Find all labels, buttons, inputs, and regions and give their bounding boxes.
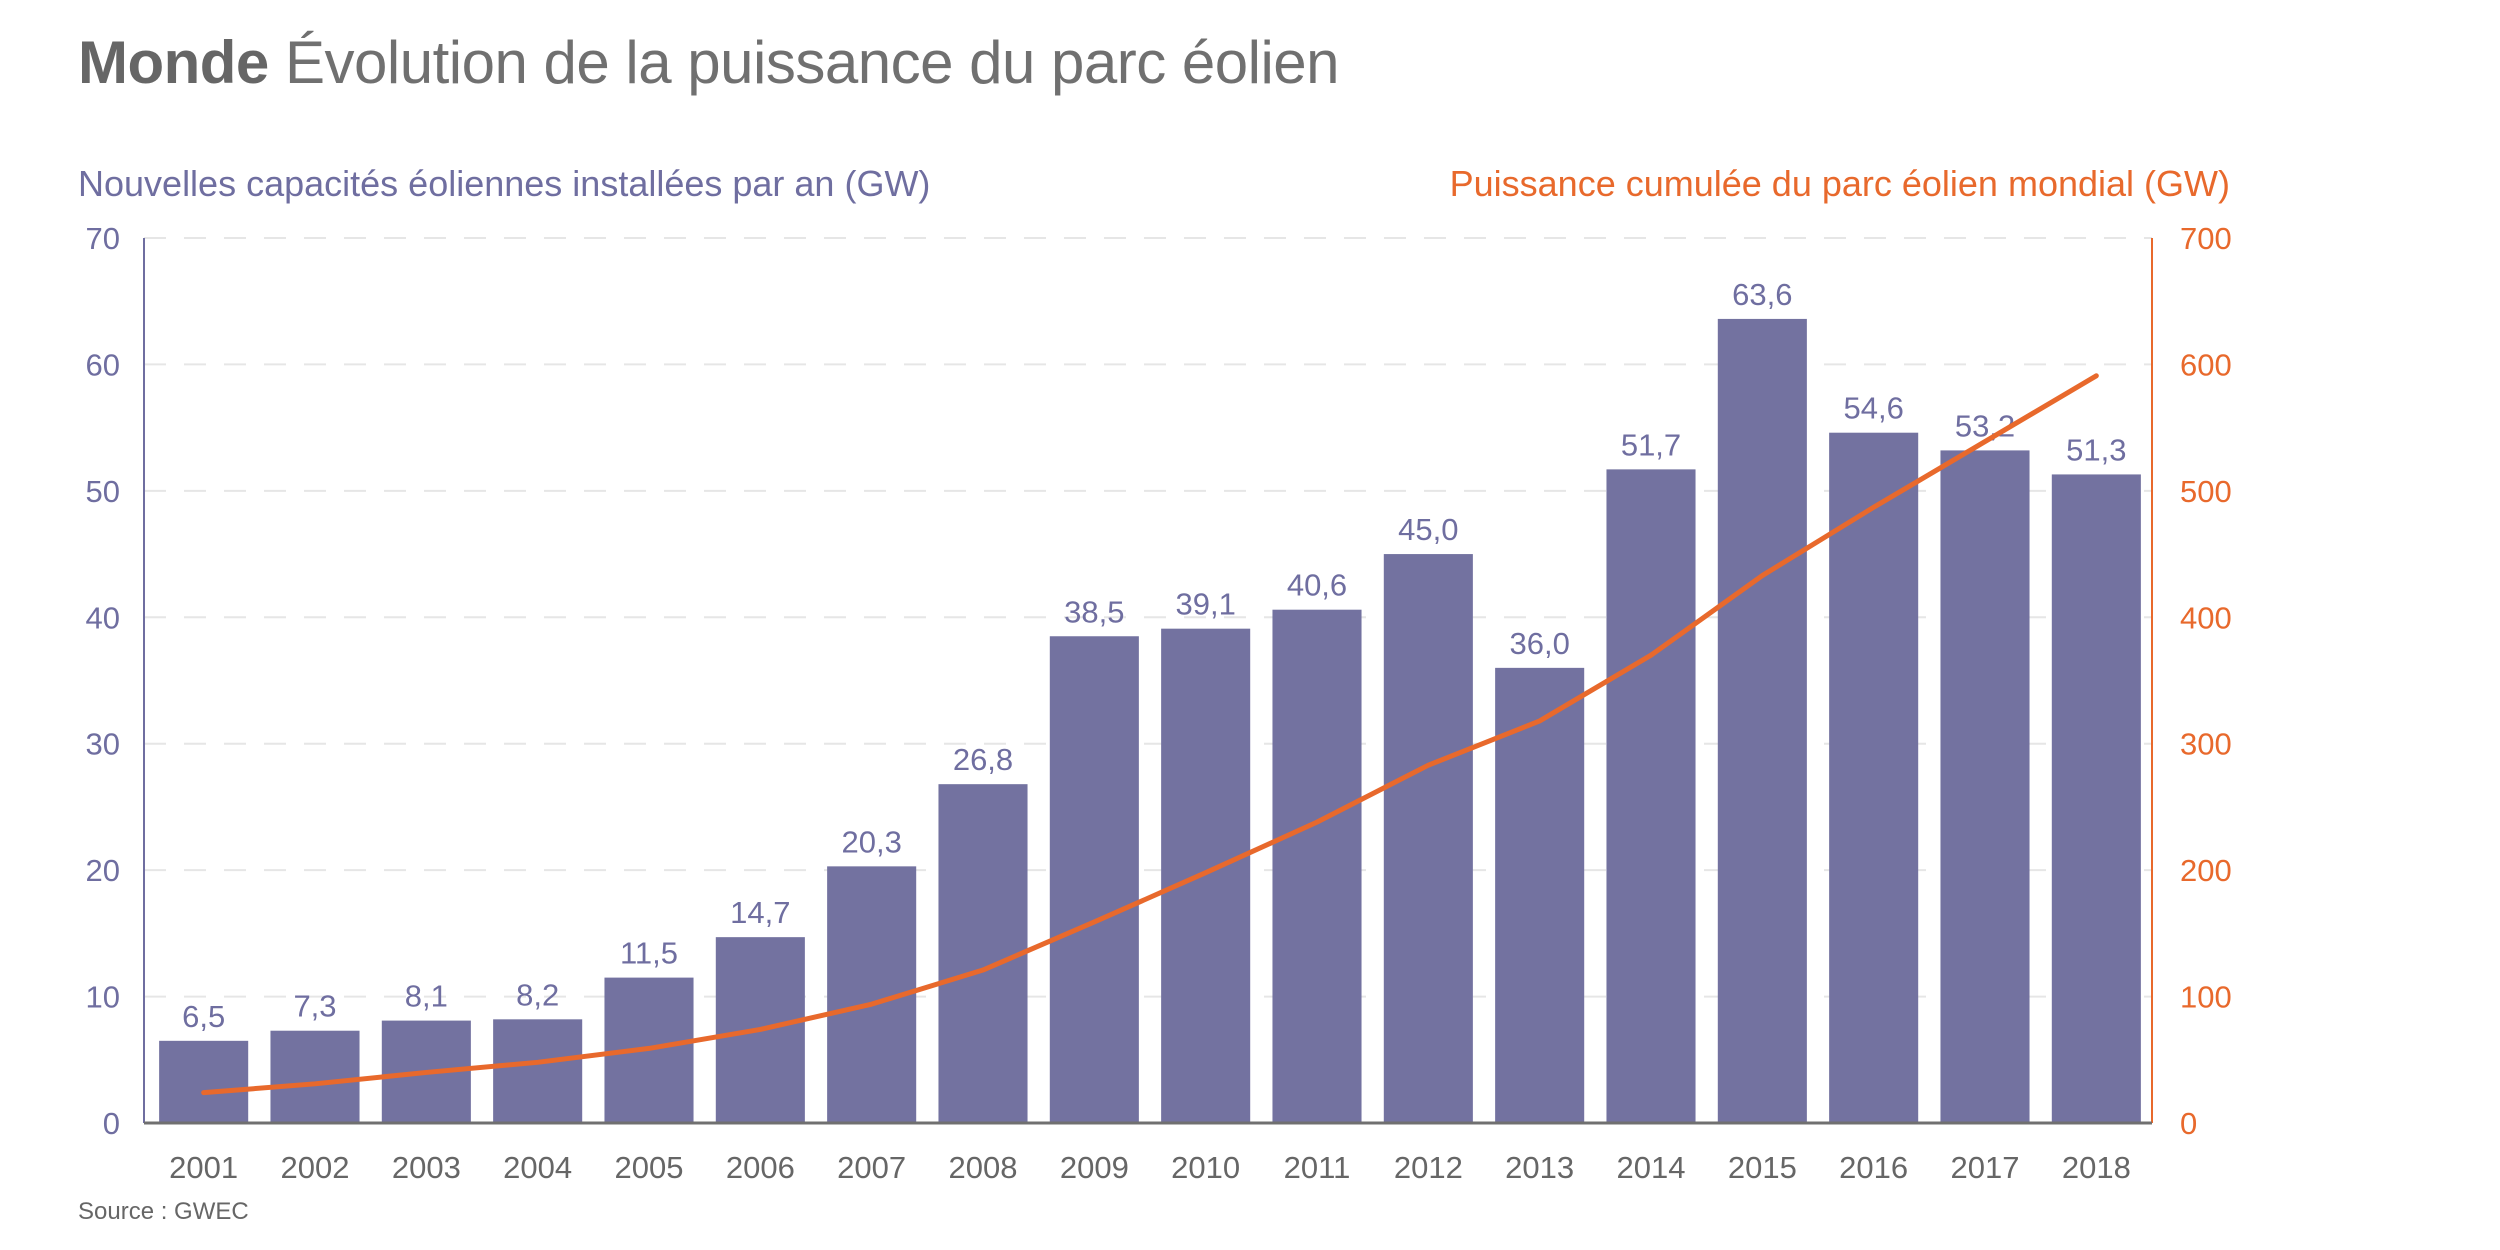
bar	[1161, 628, 1251, 1123]
chart-title: Monde Évolution de la puissance du parc …	[78, 28, 1340, 97]
right-tick-label: 700	[2180, 221, 2232, 256]
bar-value-label: 6,5	[182, 999, 225, 1034]
x-tick-label: 2010	[1171, 1150, 1240, 1185]
bar-value-label: 51,3	[2066, 432, 2126, 467]
bar	[270, 1030, 360, 1123]
right-tick-label: 400	[2180, 600, 2232, 635]
tick-labels: 0102030405060700100200300400500600700200…	[86, 221, 2232, 1185]
chart-title-rest: Évolution de la puissance du parc éolien	[284, 29, 1340, 96]
x-tick-label: 2012	[1394, 1150, 1463, 1185]
x-tick-label: 2016	[1839, 1150, 1908, 1185]
left-axis-title: Nouvelles capacités éoliennes installées…	[78, 163, 931, 204]
bar-value-label: 45,0	[1398, 512, 1458, 547]
bar	[1940, 450, 2030, 1123]
bar-value-label: 8,1	[405, 979, 448, 1014]
x-tick-label: 2014	[1617, 1150, 1686, 1185]
right-axis-title: Puissance cumulée du parc éolien mondial…	[1449, 163, 2230, 204]
right-tick-label: 500	[2180, 474, 2232, 509]
left-tick-label: 30	[86, 727, 120, 762]
bar-value-label: 40,6	[1287, 568, 1347, 603]
bar	[1606, 469, 1696, 1124]
bar-value-label: 38,5	[1064, 594, 1124, 629]
axes	[143, 238, 2153, 1125]
bar-value-label: 39,1	[1175, 587, 1235, 622]
chart-title-bold: Monde	[78, 29, 269, 96]
x-tick-label: 2003	[392, 1150, 461, 1185]
bar-value-label: 7,3	[293, 989, 336, 1024]
bar-value-label: 36,0	[1509, 626, 1569, 661]
bar-value-label: 8,2	[516, 977, 559, 1012]
left-tick-label: 70	[86, 221, 120, 256]
cumulative-line-path	[201, 373, 2099, 1096]
x-tick-label: 2008	[949, 1150, 1018, 1185]
bars	[159, 318, 2141, 1124]
right-tick-label: 200	[2180, 853, 2232, 888]
left-tick-label: 0	[103, 1106, 120, 1141]
left-tick-label: 40	[86, 600, 120, 635]
x-tick-label: 2005	[615, 1150, 684, 1185]
x-tick-label: 2011	[1284, 1150, 1351, 1185]
x-tick-label: 2013	[1505, 1150, 1574, 1185]
data-labels: 6,5 7,3 8,1 8,2 11,5 14,7 20,3 26,8 38,5 39,1 40,6…	[182, 277, 2126, 1034]
bar-value-label: 63,6	[1732, 277, 1792, 312]
bar	[159, 1040, 249, 1123]
x-tick-label: 2009	[1060, 1150, 1129, 1185]
bar	[1829, 432, 1919, 1123]
left-tick-label: 60	[86, 347, 120, 382]
bar	[493, 1019, 583, 1123]
bar	[1272, 609, 1362, 1123]
bar-value-label: 20,3	[841, 824, 901, 859]
left-tick-label: 50	[86, 474, 120, 509]
bar	[1495, 667, 1585, 1123]
bar	[1717, 318, 1807, 1123]
left-tick-label: 10	[86, 980, 120, 1015]
bar-value-label: 53,2	[1955, 408, 2015, 443]
x-tick-label: 2001	[169, 1150, 238, 1185]
x-tick-label: 2015	[1728, 1150, 1797, 1185]
bar-value-label: 51,7	[1621, 427, 1681, 462]
bar-value-label: 26,8	[953, 742, 1013, 777]
x-tick-label: 2017	[1951, 1150, 2020, 1185]
bar-value-label: 14,7	[730, 895, 790, 930]
right-tick-label: 0	[2180, 1106, 2197, 1141]
right-tick-label: 100	[2180, 980, 2232, 1015]
cumulative-line	[201, 373, 2099, 1096]
bar	[2051, 474, 2141, 1124]
right-tick-label: 300	[2180, 727, 2232, 762]
x-tick-label: 2006	[726, 1150, 795, 1185]
x-tick-label: 2007	[837, 1150, 906, 1185]
gridlines	[144, 237, 2152, 998]
x-tick-label: 2004	[503, 1150, 572, 1185]
bar	[938, 784, 1028, 1123]
bar-value-label: 54,6	[1843, 391, 1903, 426]
bar-value-label: 11,5	[620, 936, 678, 971]
source-note: Source : GWEC	[78, 1198, 249, 1225]
x-tick-label: 2018	[2062, 1150, 2131, 1185]
bar	[1049, 636, 1139, 1123]
x-tick-label: 2002	[281, 1150, 350, 1185]
right-tick-label: 600	[2180, 347, 2232, 382]
bar	[1383, 554, 1473, 1123]
left-tick-label: 20	[86, 853, 120, 888]
